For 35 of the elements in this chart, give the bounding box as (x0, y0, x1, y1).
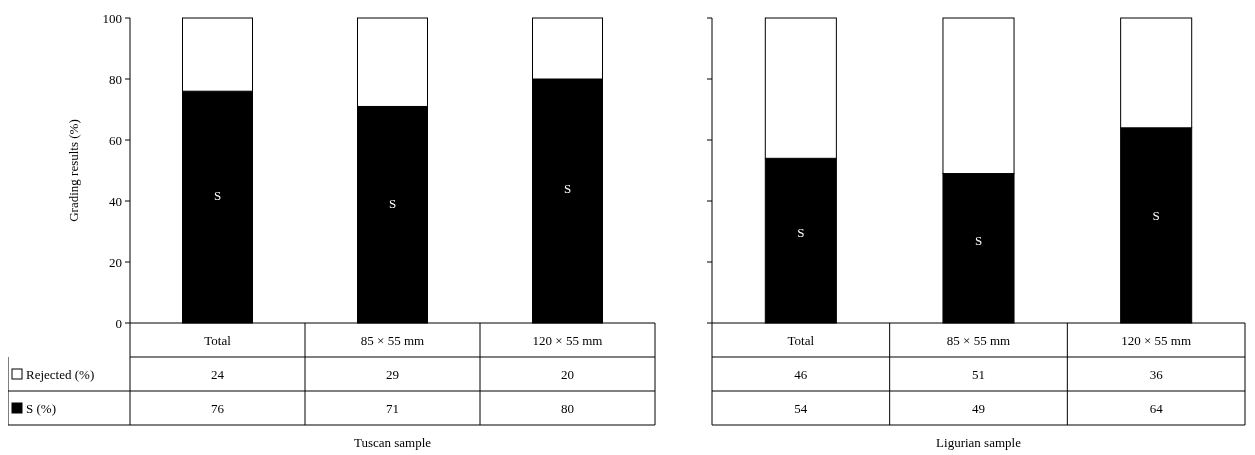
y-tick-label: 100 (102, 10, 122, 26)
annotation: S (797, 224, 805, 240)
annotation: S (1152, 208, 1160, 224)
x-tick-label: 120 × 55 mm (1121, 332, 1192, 348)
y-axis-title: Grading results (%) (66, 119, 81, 222)
annotation: S (974, 233, 983, 249)
y-tick-label: 20 (109, 254, 122, 270)
annotation: S (213, 188, 222, 204)
x-tick-label: 85 × 55 mm (946, 332, 1011, 348)
data-label: 20 (561, 366, 574, 382)
annotation: S (563, 181, 572, 197)
data-label: 49 (972, 400, 985, 416)
x-tick-label: 120 × 55 mm (532, 332, 603, 348)
x-axis-title: Tuscan sample (353, 434, 432, 450)
data-label: 64 (1149, 400, 1164, 416)
legend-label: Rejected (%) (26, 366, 95, 382)
data-label: 24 (211, 366, 225, 382)
annotation: S (388, 196, 397, 212)
data-label: 71 (386, 400, 399, 416)
y-tick-label: 80 (109, 71, 122, 87)
x-tick-label: Total (787, 332, 815, 348)
data-label: 29 (386, 366, 399, 382)
data-label: 46 (794, 366, 808, 382)
legend-label: S (%) (26, 400, 56, 416)
y-tick-label: 0 (115, 315, 122, 331)
data-label: 36 (1149, 366, 1164, 382)
x-tick-label: Total (204, 332, 232, 348)
data-label: 54 (794, 400, 808, 416)
data-label: 80 (561, 400, 574, 416)
y-tick-label: 60 (109, 132, 122, 148)
x-axis-title: Ligurian sample (936, 434, 1022, 450)
data-label: 76 (211, 400, 225, 416)
y-tick-label: 40 (109, 193, 122, 209)
x-tick-label: 85 × 55 mm (360, 332, 425, 348)
data-label: 51 (972, 366, 985, 382)
